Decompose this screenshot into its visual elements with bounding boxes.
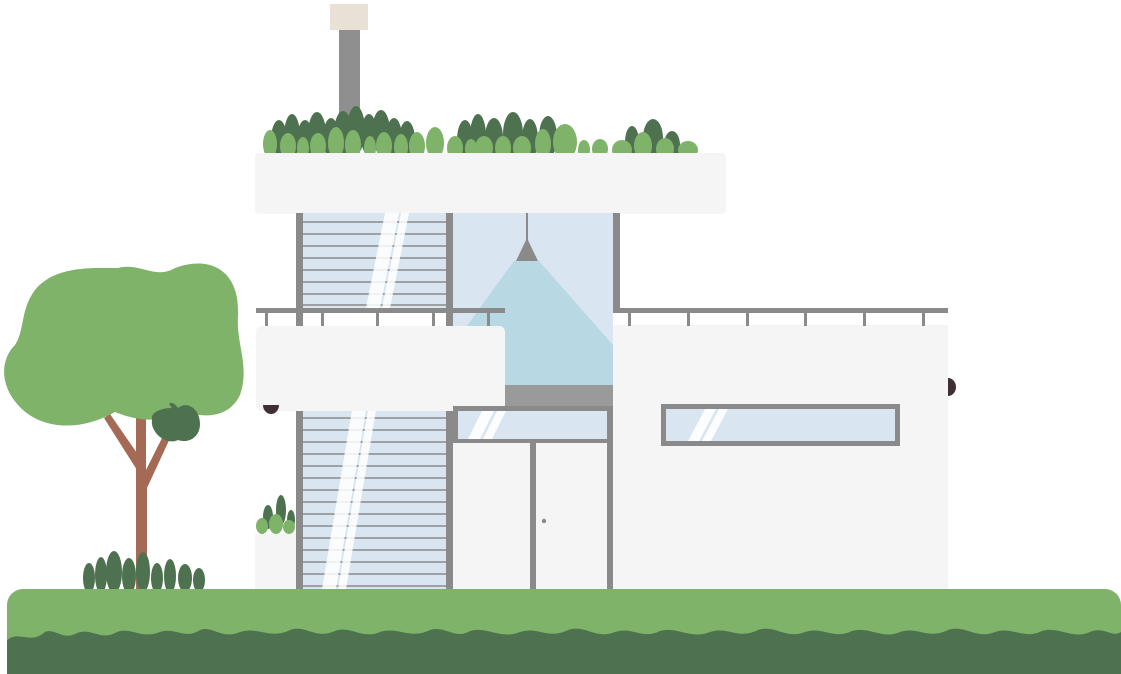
wall-lamp-left-icon bbox=[263, 405, 279, 414]
tree bbox=[4, 263, 244, 590]
ground-floor-center bbox=[453, 406, 613, 589]
front-door[interactable] bbox=[530, 443, 547, 589]
horizontal-window bbox=[661, 404, 900, 446]
stair-window-lower bbox=[303, 410, 446, 589]
wall-lamp-right-icon bbox=[948, 378, 956, 396]
stair-window-upper bbox=[303, 213, 446, 308]
balcony-right-rail bbox=[613, 308, 948, 313]
door-knob bbox=[541, 518, 547, 524]
roof-garden bbox=[263, 106, 698, 160]
shrubs bbox=[83, 551, 205, 594]
roof-slab bbox=[255, 153, 726, 214]
planter bbox=[255, 495, 296, 589]
chimney bbox=[330, 4, 368, 128]
right-wing bbox=[613, 308, 956, 589]
balcony-left bbox=[256, 308, 505, 411]
lawn bbox=[7, 589, 1121, 674]
pendant-lamp-icon bbox=[516, 213, 538, 261]
